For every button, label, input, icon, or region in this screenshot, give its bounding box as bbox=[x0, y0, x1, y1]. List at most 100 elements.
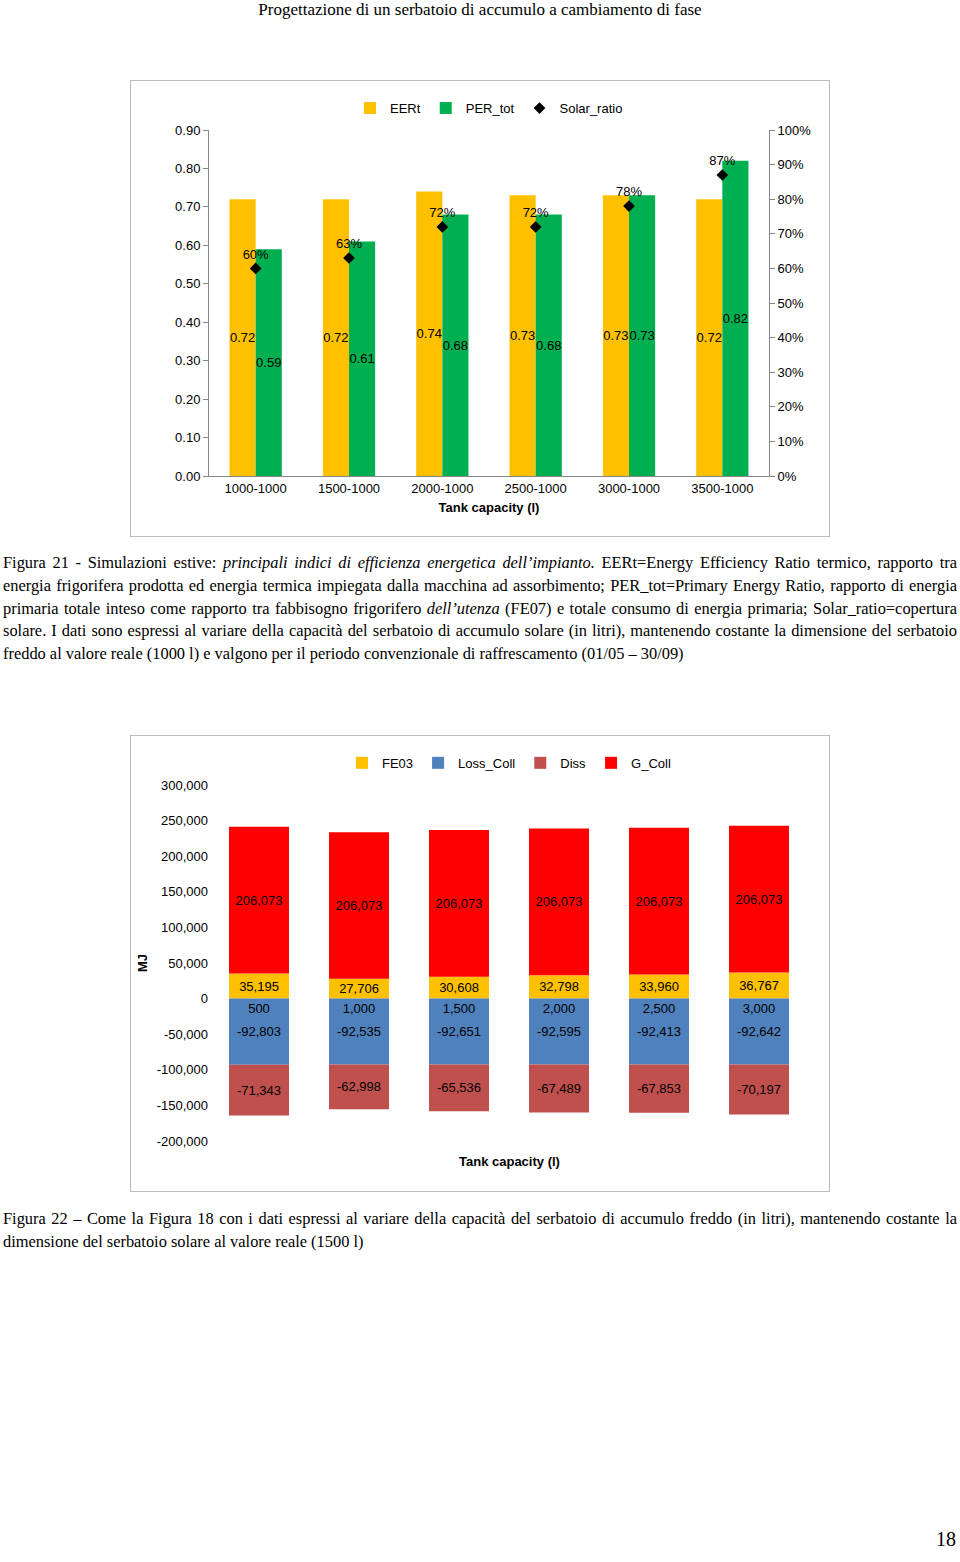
svg-text:30%: 30% bbox=[778, 365, 804, 380]
svg-text:500: 500 bbox=[248, 1001, 270, 1016]
svg-text:0.61: 0.61 bbox=[349, 351, 374, 366]
svg-text:-70,197: -70,197 bbox=[737, 1082, 781, 1097]
svg-text:250,000: 250,000 bbox=[161, 813, 208, 828]
svg-text:EERt: EERt bbox=[390, 101, 421, 116]
svg-text:-67,853: -67,853 bbox=[637, 1081, 681, 1096]
svg-text:0.90: 0.90 bbox=[175, 123, 200, 138]
svg-text:0.73: 0.73 bbox=[629, 328, 654, 343]
svg-text:100,000: 100,000 bbox=[161, 920, 208, 935]
svg-text:36,767: 36,767 bbox=[739, 978, 779, 993]
svg-text:40%: 40% bbox=[778, 330, 804, 345]
svg-text:3500-1000: 3500-1000 bbox=[691, 481, 753, 496]
svg-text:3,000: 3,000 bbox=[743, 1001, 776, 1016]
svg-text:3000-1000: 3000-1000 bbox=[598, 481, 660, 496]
svg-text:10%: 10% bbox=[778, 434, 804, 449]
svg-text:0.50: 0.50 bbox=[175, 276, 200, 291]
svg-text:2500-1000: 2500-1000 bbox=[505, 481, 567, 496]
svg-text:FE03: FE03 bbox=[382, 756, 413, 771]
svg-text:Diss: Diss bbox=[560, 756, 586, 771]
svg-text:0.74: 0.74 bbox=[417, 326, 442, 341]
svg-text:0.20: 0.20 bbox=[175, 392, 200, 407]
svg-text:Loss_Coll: Loss_Coll bbox=[458, 756, 515, 771]
svg-text:-92,413: -92,413 bbox=[637, 1024, 681, 1039]
svg-text:0.59: 0.59 bbox=[256, 355, 281, 370]
svg-text:-92,803: -92,803 bbox=[237, 1024, 281, 1039]
svg-text:-71,343: -71,343 bbox=[237, 1083, 281, 1098]
svg-text:0.72: 0.72 bbox=[230, 330, 255, 345]
svg-text:1000-1000: 1000-1000 bbox=[225, 481, 287, 496]
svg-text:27,706: 27,706 bbox=[339, 981, 379, 996]
svg-text:50,000: 50,000 bbox=[168, 956, 208, 971]
svg-text:35,195: 35,195 bbox=[239, 979, 279, 994]
svg-text:30,608: 30,608 bbox=[439, 980, 479, 995]
html-text:Figura 22 – Come la Figura 18: Figura 22 – Come la Figura 18 con i dati… bbox=[3, 1209, 957, 1251]
svg-text:72%: 72% bbox=[429, 205, 455, 220]
svg-text:0.68: 0.68 bbox=[443, 338, 468, 353]
svg-text:-67,489: -67,489 bbox=[537, 1081, 581, 1096]
svg-text:0.10: 0.10 bbox=[175, 430, 200, 445]
svg-text:0.00: 0.00 bbox=[175, 469, 200, 484]
svg-text:0.70: 0.70 bbox=[175, 199, 200, 214]
svg-text:33,960: 33,960 bbox=[639, 979, 679, 994]
svg-text:Tank capacity (l): Tank capacity (l) bbox=[439, 500, 540, 515]
svg-text:60%: 60% bbox=[778, 261, 804, 276]
svg-text:206,073: 206,073 bbox=[436, 896, 483, 911]
svg-text:1,500: 1,500 bbox=[443, 1001, 476, 1016]
svg-text:-65,536: -65,536 bbox=[437, 1080, 481, 1095]
svg-text:206,073: 206,073 bbox=[636, 894, 683, 909]
svg-text:-50,000: -50,000 bbox=[164, 1027, 208, 1042]
svg-text:200,000: 200,000 bbox=[161, 849, 208, 864]
svg-text:90%: 90% bbox=[778, 157, 804, 172]
svg-text:206,073: 206,073 bbox=[736, 892, 783, 907]
svg-text:0.82: 0.82 bbox=[723, 311, 748, 326]
svg-text:-100,000: -100,000 bbox=[157, 1062, 208, 1077]
svg-text:-200,000: -200,000 bbox=[157, 1134, 208, 1149]
svg-text:70%: 70% bbox=[778, 226, 804, 241]
svg-text:0%: 0% bbox=[778, 469, 797, 484]
svg-text:0.80: 0.80 bbox=[175, 161, 200, 176]
svg-text:PER_tot: PER_tot bbox=[466, 101, 515, 116]
svg-text:72%: 72% bbox=[523, 205, 549, 220]
svg-text:0.72: 0.72 bbox=[323, 330, 348, 345]
svg-text:63%: 63% bbox=[336, 236, 362, 251]
svg-text:2000-1000: 2000-1000 bbox=[411, 481, 473, 496]
svg-text:0.68: 0.68 bbox=[536, 338, 561, 353]
svg-text:0.60: 0.60 bbox=[175, 238, 200, 253]
svg-text:50%: 50% bbox=[778, 296, 804, 311]
svg-text:32,798: 32,798 bbox=[539, 979, 579, 994]
svg-text:1500-1000: 1500-1000 bbox=[318, 481, 380, 496]
svg-text:Tank capacity (l): Tank capacity (l) bbox=[459, 1154, 560, 1169]
svg-text:2,500: 2,500 bbox=[643, 1001, 676, 1016]
html-text:Progettazione di un serbatoio: Progettazione di un serbatoio di accumul… bbox=[258, 0, 702, 19]
svg-text:-92,535: -92,535 bbox=[337, 1024, 381, 1039]
svg-text:20%: 20% bbox=[778, 399, 804, 414]
svg-text:206,073: 206,073 bbox=[336, 898, 383, 913]
svg-text:0.73: 0.73 bbox=[603, 328, 628, 343]
svg-text:-92,595: -92,595 bbox=[537, 1024, 581, 1039]
svg-text:0.73: 0.73 bbox=[510, 328, 535, 343]
svg-text:206,073: 206,073 bbox=[536, 894, 583, 909]
svg-text:1,000: 1,000 bbox=[343, 1001, 376, 1016]
svg-text:87%: 87% bbox=[709, 153, 735, 168]
svg-text:0.30: 0.30 bbox=[175, 353, 200, 368]
svg-text:150,000: 150,000 bbox=[161, 884, 208, 899]
svg-text:60%: 60% bbox=[243, 247, 269, 262]
svg-text:-92,642: -92,642 bbox=[737, 1024, 781, 1039]
html-text:Figura 21 - Simulazioni estive: Figura 21 - Simulazioni estive: principa… bbox=[3, 553, 957, 664]
svg-text:G_Coll: G_Coll bbox=[631, 756, 671, 771]
svg-text:80%: 80% bbox=[778, 192, 804, 207]
svg-text:-62,998: -62,998 bbox=[337, 1079, 381, 1094]
html-text:18: 18 bbox=[936, 1528, 956, 1550]
svg-text:2,000: 2,000 bbox=[543, 1001, 576, 1016]
svg-text:-92,651: -92,651 bbox=[437, 1024, 481, 1039]
svg-text:0: 0 bbox=[201, 991, 208, 1006]
svg-text:100%: 100% bbox=[778, 123, 812, 138]
svg-text:300,000: 300,000 bbox=[161, 778, 208, 793]
svg-text:Solar_ratio: Solar_ratio bbox=[560, 101, 623, 116]
svg-text:-150,000: -150,000 bbox=[157, 1098, 208, 1113]
svg-text:206,073: 206,073 bbox=[236, 893, 283, 908]
svg-text:78%: 78% bbox=[616, 184, 642, 199]
svg-text:MJ: MJ bbox=[135, 954, 150, 972]
svg-text:0.72: 0.72 bbox=[697, 330, 722, 345]
svg-text:0.40: 0.40 bbox=[175, 315, 200, 330]
